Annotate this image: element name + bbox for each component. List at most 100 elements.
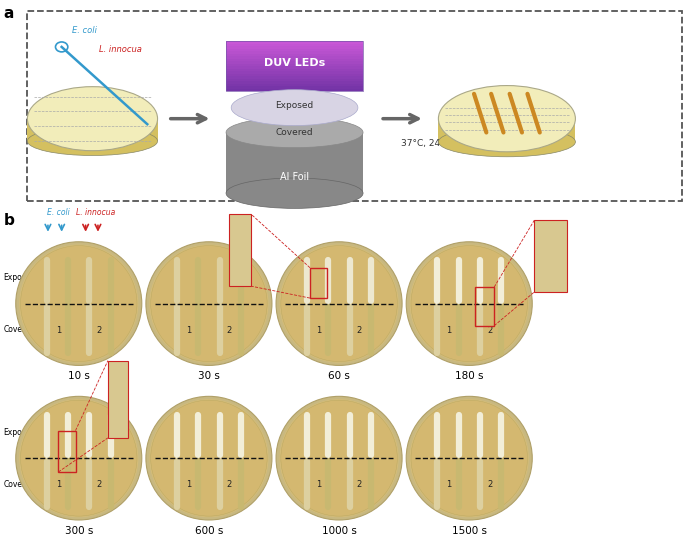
Text: Exposed: Exposed [3,428,36,437]
Bar [310,268,327,298]
Ellipse shape [21,246,137,362]
Text: 2: 2 [227,326,232,335]
Ellipse shape [146,396,272,520]
Text: 1: 1 [55,326,61,335]
Bar [226,59,363,61]
Ellipse shape [276,242,402,365]
Text: 37°C, 24 h: 37°C, 24 h [401,139,449,148]
Text: Covered: Covered [3,480,35,489]
Ellipse shape [27,126,158,156]
Ellipse shape [19,399,138,517]
Text: 180 s: 180 s [455,371,484,381]
Ellipse shape [406,242,532,365]
Bar [226,66,363,69]
Text: 1: 1 [446,326,451,335]
Text: L. innocua: L. innocua [99,45,142,55]
Bar [27,11,682,201]
Text: 2: 2 [357,480,362,489]
Text: Exposed: Exposed [275,102,314,110]
Text: 2: 2 [487,326,493,335]
Text: Al Foil: Al Foil [280,172,309,182]
Text: 2: 2 [357,326,362,335]
Text: 10 s: 10 s [68,371,90,381]
Bar [226,71,363,73]
Bar [226,51,363,54]
Ellipse shape [281,400,397,516]
Ellipse shape [410,399,529,517]
Text: 1: 1 [316,326,321,335]
Text: 2: 2 [487,480,493,489]
Polygon shape [27,119,158,141]
Bar [229,214,251,286]
Ellipse shape [438,127,575,157]
Text: a: a [3,6,14,20]
Bar [226,81,363,84]
Text: 1000 s: 1000 s [322,526,356,536]
Text: E. coli: E. coli [47,208,70,217]
Text: 2: 2 [97,326,102,335]
Ellipse shape [231,89,358,125]
Ellipse shape [411,246,527,362]
Ellipse shape [438,86,575,152]
Bar [226,86,363,89]
Ellipse shape [276,396,402,520]
Bar [226,61,363,64]
Ellipse shape [226,178,363,208]
Ellipse shape [151,246,267,362]
Text: Covered: Covered [3,325,35,334]
Bar [108,360,129,438]
Bar [226,69,363,71]
Bar [226,41,363,91]
Bar [226,79,363,81]
Bar [226,89,363,91]
Text: Covered: Covered [276,128,313,137]
Bar [226,54,363,56]
Ellipse shape [21,400,137,516]
Ellipse shape [226,117,363,148]
Bar [58,431,75,472]
Bar [226,73,363,76]
Bar [475,287,495,326]
Text: DUV LEDs: DUV LEDs [264,59,325,68]
Ellipse shape [281,246,397,362]
Bar [534,220,567,292]
Text: 1: 1 [55,480,61,489]
Ellipse shape [406,396,532,520]
Text: 1500 s: 1500 s [451,526,487,536]
Text: 1: 1 [316,480,321,489]
Text: 30 s: 30 s [198,371,220,381]
Ellipse shape [151,400,267,516]
Text: b: b [3,213,14,227]
Polygon shape [438,119,575,142]
Ellipse shape [16,396,142,520]
Ellipse shape [149,245,269,363]
Bar [226,76,363,79]
Ellipse shape [149,399,269,517]
Text: 2: 2 [97,480,102,489]
Text: 600 s: 600 s [195,526,223,536]
Bar [226,64,363,66]
Text: 300 s: 300 s [64,526,93,536]
Text: Exposed: Exposed [3,273,36,282]
Ellipse shape [146,242,272,365]
Ellipse shape [16,242,142,365]
Bar [226,46,363,49]
Polygon shape [226,132,363,193]
Text: E. coli: E. coli [72,26,97,35]
Text: 1: 1 [186,480,191,489]
Ellipse shape [411,400,527,516]
Bar [226,56,363,59]
Bar [226,41,363,44]
Text: 60 s: 60 s [328,371,350,381]
Ellipse shape [410,245,529,363]
Text: 1: 1 [446,480,451,489]
Ellipse shape [27,87,158,151]
Ellipse shape [19,245,138,363]
Text: 1: 1 [186,326,191,335]
Bar [226,44,363,46]
Ellipse shape [279,245,399,363]
Bar [226,84,363,86]
Text: L. innocua: L. innocua [76,208,116,217]
Text: 2: 2 [227,480,232,489]
Bar [226,49,363,51]
